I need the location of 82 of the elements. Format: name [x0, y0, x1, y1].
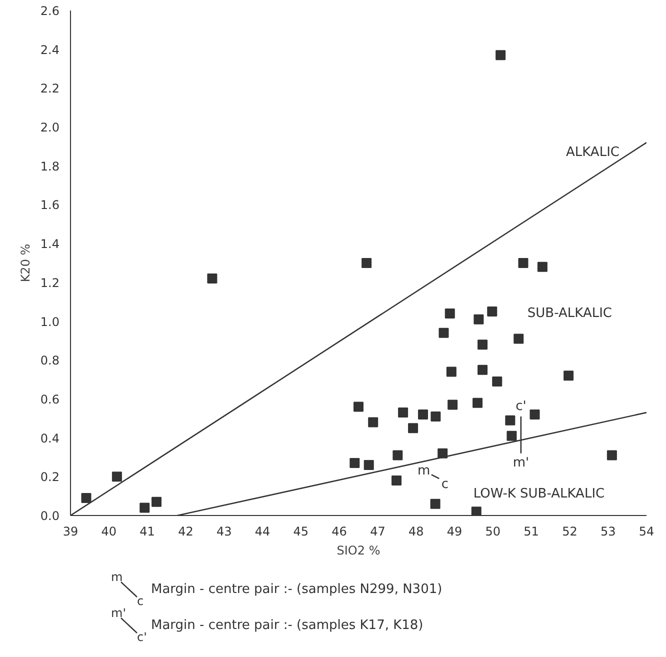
annotation: m' — [512, 456, 530, 471]
annotation: c — [441, 476, 448, 492]
x-axis-title: SIO2 % — [336, 544, 380, 558]
text: m — [111, 569, 123, 586]
point — [368, 417, 378, 428]
point — [207, 274, 218, 284]
point — [564, 370, 574, 381]
text: c' — [137, 629, 147, 646]
point — [446, 366, 456, 377]
annotation: ALKALIC — [566, 144, 620, 160]
x-tick-label: 48 — [408, 524, 424, 538]
point — [354, 402, 364, 412]
x-tick-label: 47 — [370, 524, 386, 538]
point — [392, 450, 403, 460]
point — [471, 506, 482, 516]
x-tick-label: 40 — [101, 524, 117, 538]
y-tick-label: 0.4 — [40, 431, 60, 446]
y-tick-label: 0.2 — [40, 470, 60, 484]
point — [518, 258, 528, 268]
point — [398, 408, 408, 418]
y-tick-label: 2.4 — [40, 42, 60, 57]
y-tick-label: 2.6 — [40, 4, 60, 18]
point — [350, 458, 360, 468]
point — [530, 410, 540, 420]
point — [418, 410, 428, 420]
x-tick-label: 44 — [254, 524, 270, 538]
point — [430, 498, 440, 509]
point — [505, 415, 516, 426]
point — [478, 340, 488, 350]
point — [487, 306, 498, 317]
point — [444, 308, 455, 318]
y-tick-label: 2.2 — [40, 82, 60, 96]
point — [448, 400, 458, 410]
y-tick-label: 0.0 — [40, 509, 60, 523]
y-tick-label: 2.0 — [40, 120, 60, 135]
x-tick-label: 39 — [62, 524, 78, 538]
y-tick-label: 0.6 — [40, 392, 60, 406]
point — [537, 262, 548, 272]
x-tick-label: 46 — [332, 524, 347, 538]
x-tick-label: 42 — [178, 524, 194, 538]
x-tick-label: 51 — [524, 524, 539, 538]
point — [472, 398, 483, 408]
y-tick-label: 0.8 — [40, 354, 60, 368]
point — [362, 258, 372, 268]
point — [606, 450, 617, 460]
x-tick-label: 41 — [140, 524, 155, 538]
text: Margin - centre pair :- (samples K17, K18) — [151, 617, 424, 635]
point — [81, 493, 92, 504]
point — [392, 476, 402, 486]
point — [140, 502, 150, 513]
point — [152, 496, 162, 507]
point — [408, 423, 418, 434]
y-tick-label: 1.0 — [40, 314, 60, 329]
point — [474, 314, 484, 324]
point — [478, 364, 488, 375]
point — [492, 376, 502, 386]
y-tick-label: 1.8 — [40, 159, 60, 174]
point — [496, 50, 506, 60]
annotation: SUB-ALKALIC — [527, 306, 612, 321]
x-tick-label: 43 — [216, 524, 232, 538]
point — [438, 328, 449, 338]
text: c — [137, 593, 144, 610]
point — [506, 430, 517, 441]
point — [430, 411, 441, 422]
x-tick-label: 54 — [638, 524, 654, 538]
annotation: m — [417, 463, 430, 478]
annotation: LOW-K SUB-ALKALIC — [473, 486, 605, 502]
y-tick-label: 1.2 — [40, 276, 60, 290]
text: m' — [111, 605, 126, 622]
annotation: c' — [516, 399, 526, 414]
point — [514, 334, 524, 344]
x-tick-label: 45 — [293, 524, 309, 538]
y-axis-title: K20 % — [18, 244, 32, 282]
text: Margin - centre pair :- (samples N299, N301) — [151, 581, 442, 599]
x-tick-label: 50 — [485, 524, 501, 538]
y-tick-label: 1.6 — [40, 198, 60, 212]
x-tick-label: 49 — [446, 524, 462, 538]
x-tick-label: 53 — [600, 524, 616, 538]
x-tick-label: 52 — [562, 524, 578, 538]
y-tick-label: 1.4 — [40, 237, 60, 252]
point — [364, 460, 374, 470]
point — [112, 472, 122, 482]
